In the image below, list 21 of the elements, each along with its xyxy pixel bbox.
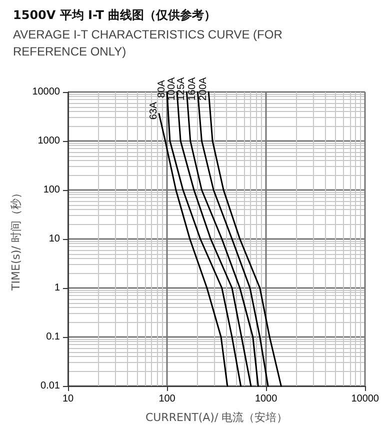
y-axis-title: TIME(s)/ 时间（秒） [9,188,22,292]
text: 125A [176,76,188,101]
y-tick-label: 0.1 [46,332,60,342]
text: 100A [166,76,178,101]
text: 160A [187,76,198,101]
text: 63A [148,102,160,120]
y-tick-label: 1 [54,282,60,294]
chart-subtitle: AVERAGE I-T CHARACTERISTICS CURVE (FOR REFERENCE ONLY) [13,28,286,58]
y-tick-label: 1000 [38,136,60,146]
x-axis-title: CURRENT(A)/ 电流（安培） [145,411,288,424]
x-tick-label: 10000 [351,394,380,404]
text: 200A [198,76,210,101]
text: 80A [156,80,168,98]
y-tick-label: 10 [48,234,60,244]
y-tick-label: 0.01 [40,380,60,392]
chart-title: 1500V 平均 I-T 曲线图（仅供参考） [13,8,216,22]
y-tick-label: 100 [43,184,60,196]
y-tick-label: 10000 [32,86,60,98]
x-tick-label: 100 [158,394,176,404]
x-tick-label: 1000 [254,394,278,404]
x-tick-label: 10 [62,394,74,404]
